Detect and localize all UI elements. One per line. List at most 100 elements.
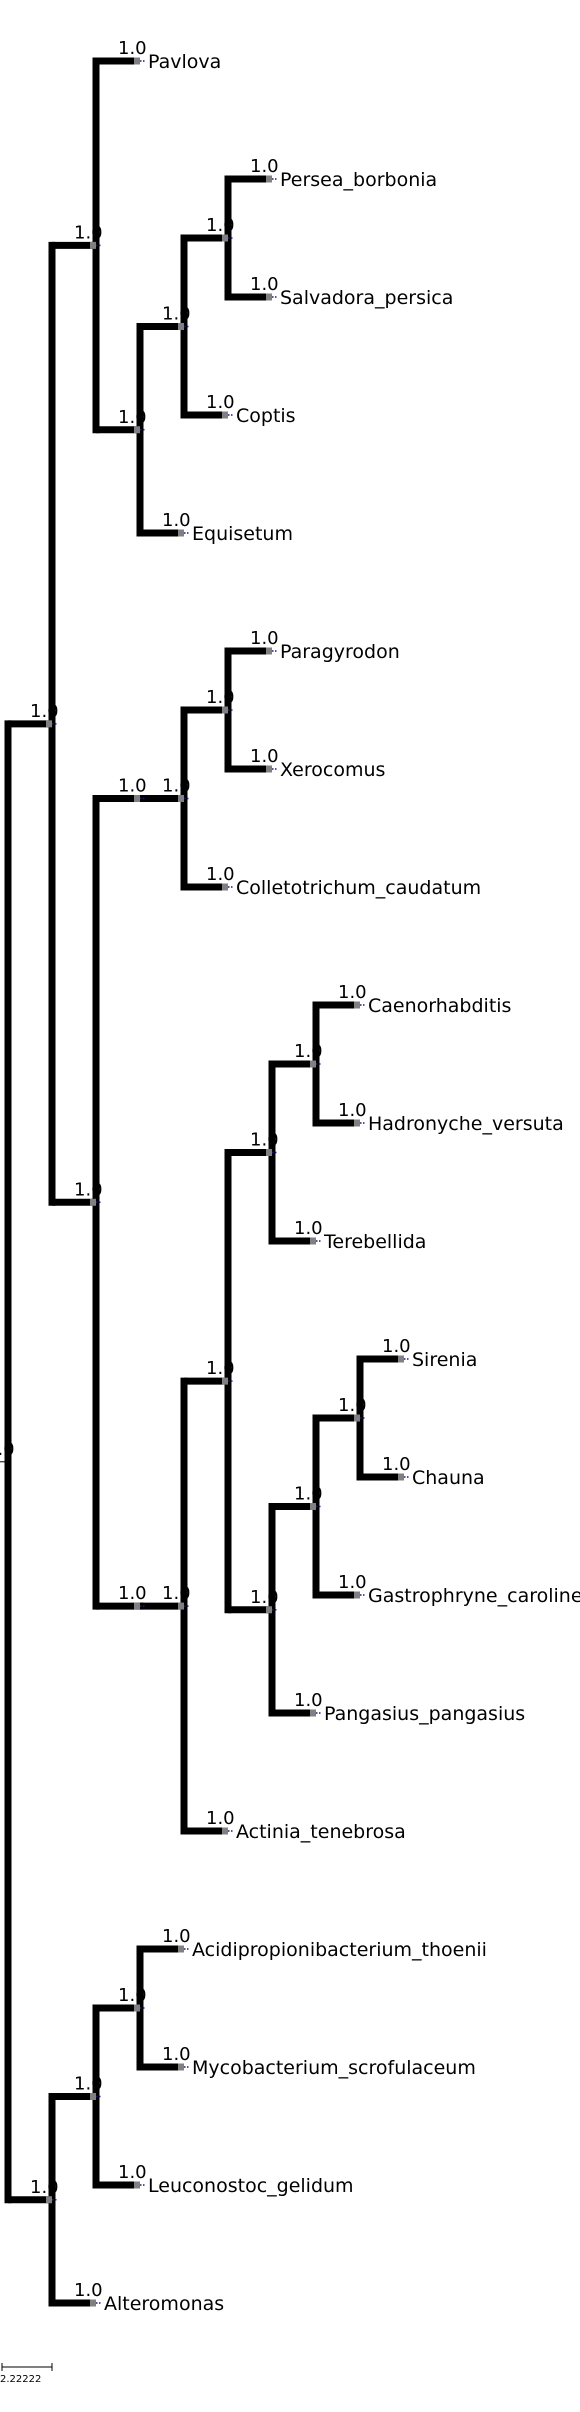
node-support: 1.0 <box>118 1583 147 1604</box>
node-marker <box>178 795 184 802</box>
node-marker <box>178 2063 184 2071</box>
node-support: 1.0 <box>74 1179 103 1200</box>
node-support: 1.0 <box>162 304 191 325</box>
node-marker <box>310 1237 316 1245</box>
node-support: 1.0 <box>338 1395 367 1416</box>
leaf-support-xerocomus: 1.0 <box>250 746 279 767</box>
node-marker <box>310 1709 316 1717</box>
node-marker <box>354 1414 360 1422</box>
leaf-support-gastrophryne-carolinensis: 1.0 <box>338 1572 367 1593</box>
node-marker <box>178 1602 184 1610</box>
leaf-support-acidipropionibacterium-thoenii: 1.0 <box>162 1926 191 1947</box>
node-marker <box>310 1060 316 1068</box>
leaf-label-chauna: Chauna <box>412 1467 485 1489</box>
node-marker <box>90 241 96 249</box>
leaf-support-persea-borbonia: 1.0 <box>250 156 279 177</box>
node-support: 1.0 <box>118 776 147 797</box>
node-marker <box>222 411 228 419</box>
node-marker <box>178 529 184 537</box>
node-marker <box>354 1591 360 1599</box>
leaf-support-pangasius-pangasius: 1.0 <box>294 1690 323 1711</box>
leaf-label-equisetum: Equisetum <box>192 523 293 545</box>
node-marker <box>90 2299 96 2307</box>
leaf-label-colletotrichum-caudatum: Colletotrichum_caudatum <box>236 877 481 899</box>
node-marker <box>266 1149 272 1156</box>
node-marker <box>134 1602 140 1610</box>
leaf-label-coptis: Coptis <box>236 405 296 427</box>
node-marker <box>222 883 228 891</box>
leaf-label-xerocomus: Xerocomus <box>280 759 385 781</box>
leaf-label-persea-borbonia: Persea_borbonia <box>280 169 437 191</box>
node-marker <box>222 234 228 242</box>
leaf-label-hadronyche-versuta: Hadronyche_versuta <box>368 1113 564 1135</box>
leaf-support-pavlova: 1.0 <box>118 38 147 59</box>
leaf-support-hadronyche-versuta: 1.0 <box>338 1100 367 1121</box>
leaf-support-terebellida: 1.0 <box>294 1218 323 1239</box>
leaf-label-acidipropionibacterium-thoenii: Acidipropionibacterium_thoenii <box>192 1939 487 1961</box>
leaf-label-terebellida: Terebellida <box>323 1231 426 1253</box>
node-support: 1.0 <box>74 222 103 243</box>
node-support: 1.0 <box>118 407 147 428</box>
node-marker <box>222 706 228 714</box>
node-marker <box>398 1355 404 1363</box>
node-support: 1.0 <box>162 1583 191 1604</box>
scale-bar: 2.22222 <box>0 2363 53 2385</box>
leaf-label-salvadora-persica: Salvadora_persica <box>280 287 453 309</box>
leaf-support-leuconostoc-gelidum: 1.0 <box>118 2162 147 2183</box>
node-marker <box>398 1473 404 1481</box>
leaf-support-sirenia: 1.0 <box>382 1336 411 1357</box>
node-marker <box>266 293 272 301</box>
leaf-label-alteromonas: Alteromonas <box>104 2293 224 2315</box>
node-marker <box>90 1198 96 1206</box>
leaf-label-pangasius-pangasius: Pangasius_pangasius <box>324 1703 525 1725</box>
node-marker <box>134 795 140 802</box>
node-marker <box>222 1377 228 1385</box>
node-marker <box>178 1945 184 1953</box>
leaf-support-actinia-tenebrosa: 1.0 <box>206 1808 235 1829</box>
node-support: 1.0 <box>294 1484 323 1505</box>
leaf-label-pavlova: Pavlova <box>148 51 221 73</box>
node-support: 1.0 <box>74 2074 103 2095</box>
tree-node-markers <box>46 57 410 2307</box>
tree-branches <box>0 57 404 2307</box>
node-marker <box>134 426 140 434</box>
node-marker <box>134 2181 140 2189</box>
node-marker <box>46 720 52 728</box>
node-marker <box>266 1606 272 1614</box>
node-marker <box>134 2004 140 2012</box>
node-support: 1.0 <box>30 701 59 722</box>
node-support: 1.0 <box>206 215 235 236</box>
leaf-label-paragyrodon: Paragyrodon <box>280 641 400 663</box>
node-marker <box>90 2093 96 2100</box>
scale-bar-label: 2.22222 <box>0 2374 41 2385</box>
leaf-support-alteromonas: 1.0 <box>74 2280 103 2301</box>
leaf-label-leuconostoc-gelidum: Leuconostoc_gelidum <box>148 2175 354 2197</box>
node-marker <box>354 1119 360 1127</box>
node-marker <box>46 2196 52 2204</box>
leaf-support-colletotrichum-caudatum: 1.0 <box>206 864 235 885</box>
leaf-label-actinia-tenebrosa: Actinia_tenebrosa <box>236 1821 406 1843</box>
leaf-support-salvadora-persica: 1.0 <box>250 274 279 295</box>
node-support: 1.0 <box>250 1587 279 1608</box>
tree-labels: 1.0 1.0 1.0 Pavlova 1.0 1.0 1.0 1.0 Persea_borbo… <box>0 38 580 2315</box>
leaf-support-mycobacterium-scrofulaceum: 1.0 <box>162 2044 191 2065</box>
node-support: 1.0 <box>294 1041 323 1062</box>
node-support: 1.0 <box>30 2177 59 2198</box>
node-marker <box>134 57 140 65</box>
root-support: 1.0 <box>0 1439 15 1460</box>
node-support: 1.0 <box>162 776 191 797</box>
node-support: 1.0 <box>250 1130 279 1151</box>
node-marker <box>310 1503 316 1510</box>
leaf-label-mycobacterium-scrofulaceum: Mycobacterium_scrofulaceum <box>192 2057 476 2079</box>
leaf-support-chauna: 1.0 <box>382 1454 411 1475</box>
node-marker <box>266 647 272 655</box>
leaf-support-coptis: 1.0 <box>206 392 235 413</box>
leaf-support-caenorhabditis: 1.0 <box>338 982 367 1003</box>
node-marker <box>354 1001 360 1009</box>
node-support: 1.0 <box>206 1358 235 1379</box>
node-marker <box>266 765 272 773</box>
leaf-label-caenorhabditis: Caenorhabditis <box>368 995 511 1017</box>
node-support: 1.0 <box>118 1985 147 2006</box>
node-marker <box>222 1827 228 1835</box>
